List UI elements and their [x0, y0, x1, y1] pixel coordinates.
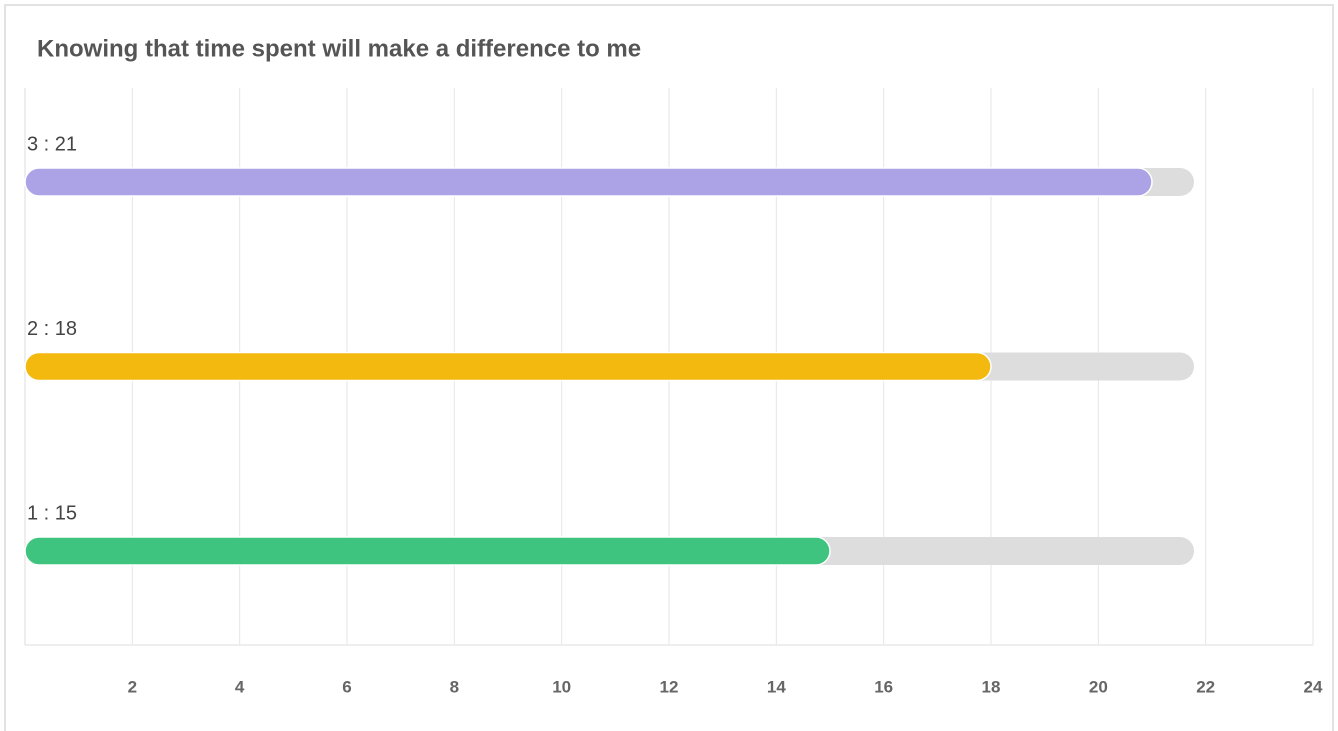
x-tick-label: 20	[1089, 677, 1108, 696]
x-tick-label: 18	[982, 677, 1001, 696]
x-tick-label: 24	[1304, 677, 1323, 696]
x-tick-label: 8	[450, 677, 459, 696]
card-border	[4, 4, 1334, 731]
x-tick-label: 16	[874, 677, 893, 696]
x-tick-label: 2	[128, 677, 137, 696]
x-tick-label: 22	[1196, 677, 1215, 696]
bar-label: 2 : 18	[27, 318, 77, 340]
bar	[24, 167, 1153, 197]
bar-label: 3 : 21	[27, 133, 77, 155]
bar-label: 1 : 15	[27, 502, 77, 524]
x-tick-label: 12	[660, 677, 679, 696]
x-tick-label: 14	[767, 677, 786, 696]
chart-title: Knowing that time spent will make a diff…	[37, 35, 641, 62]
bar	[24, 536, 831, 566]
bar	[24, 351, 992, 382]
x-tick-label: 4	[235, 677, 245, 696]
x-tick-label: 6	[342, 677, 351, 696]
x-tick-label: 10	[552, 677, 571, 696]
